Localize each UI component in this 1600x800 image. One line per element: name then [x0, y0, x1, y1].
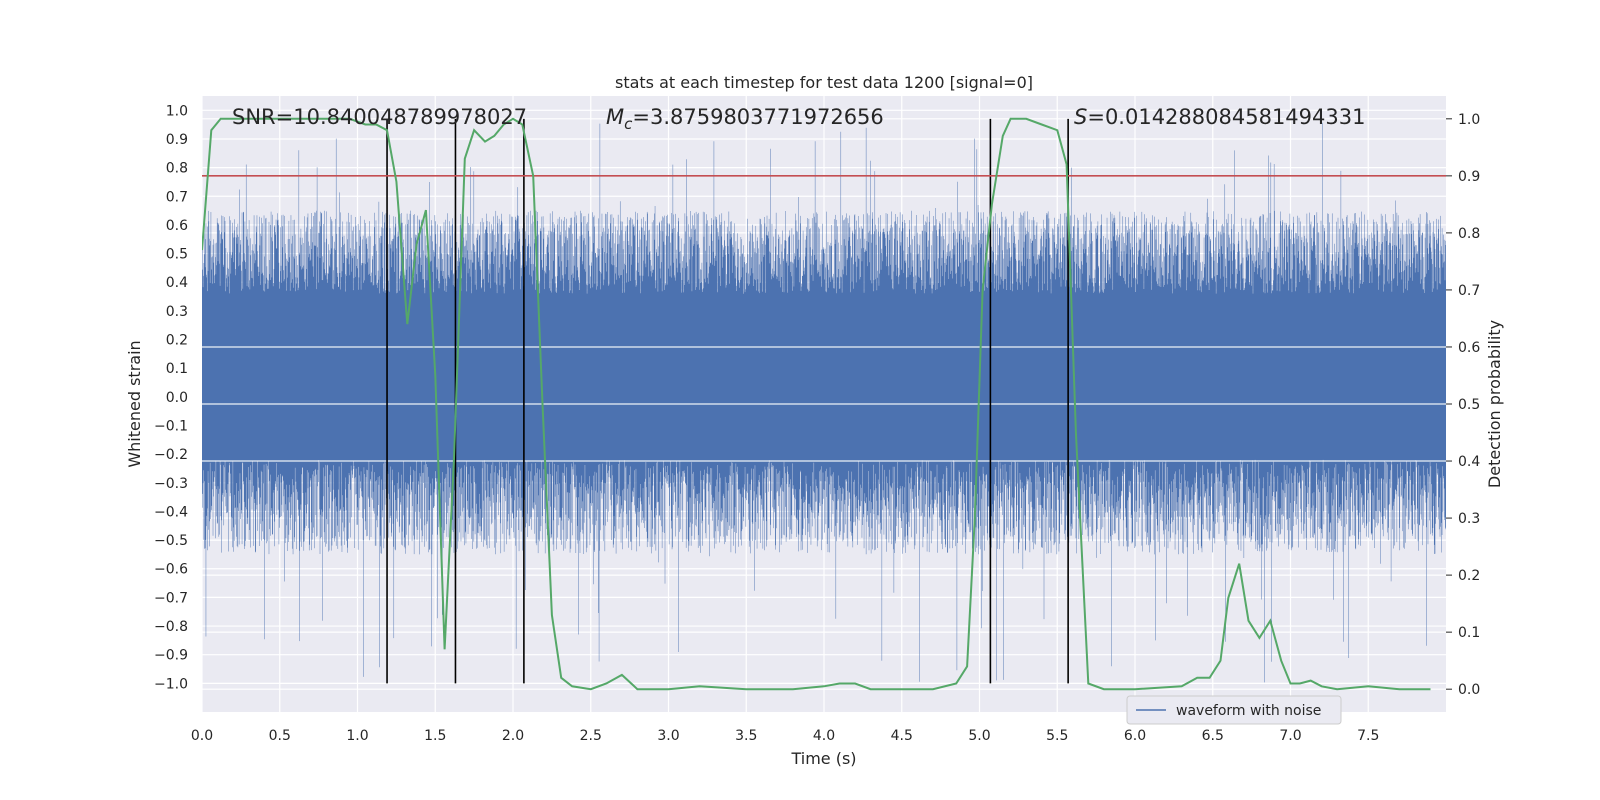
y-tick-label: 0.8	[166, 161, 188, 177]
y-tick-label: −0.7	[154, 590, 188, 606]
y-tick-label: 0.0	[166, 390, 188, 406]
y-tick-label: −0.5	[154, 533, 188, 549]
x-tick-label: 1.5	[424, 728, 446, 744]
y-tick-label: 0.3	[166, 304, 188, 320]
snr-annotation: SNR=10.840048789978027	[232, 105, 527, 129]
x-tick-label: 5.5	[1046, 728, 1068, 744]
chirp-mass-subscript: c	[624, 115, 633, 133]
y-tick-label: 1.0	[166, 103, 188, 119]
y2-tick-label: 0.6	[1458, 340, 1480, 356]
y-tick-label: −0.3	[154, 476, 188, 492]
y-tick-label: −0.6	[154, 562, 188, 578]
waveform-line	[202, 122, 1446, 683]
x-tick-label: 6.0	[1124, 728, 1146, 744]
y-ticks: −1.0 −0.9 −0.8 −0.7 −0.6 −0.5 −0.4 −0.3 −0.2 −0.1…	[154, 103, 188, 692]
x-axis-label: Time (s)	[790, 749, 856, 768]
s-value: =0.014288084581494331	[1087, 105, 1365, 129]
y2-tick-label: 0.3	[1458, 511, 1480, 527]
x-tick-label: 3.5	[735, 728, 757, 744]
y-tick-label: −0.1	[154, 418, 188, 434]
y2-tick-label: 0.1	[1458, 625, 1480, 641]
chirp-mass-value: =3.8759803771972656	[632, 105, 883, 129]
s-annotation: S=0.014288084581494331	[1074, 105, 1365, 129]
y2-tick-label: 0.4	[1458, 454, 1480, 470]
y-tick-label: −0.4	[154, 504, 188, 520]
y-tick-label: 0.6	[166, 218, 188, 234]
x-tick-label: 7.5	[1357, 728, 1379, 744]
y-tick-label: −0.2	[154, 447, 188, 463]
x-tick-label: 1.0	[346, 728, 368, 744]
legend-box	[1126, 695, 1342, 725]
y-tick-label: 0.1	[166, 361, 188, 377]
x-tick-label: 0.5	[269, 728, 291, 744]
y2-tick-label: 0.0	[1458, 682, 1480, 698]
x-tick-label: 5.0	[968, 728, 990, 744]
chirp-mass-annotation: Mc=3.8759803771972656	[606, 105, 884, 133]
y2-tick-label: 0.8	[1458, 226, 1480, 242]
y2-tick-label: 1.0	[1458, 112, 1480, 128]
y2-axis-label: Detection probability	[1485, 320, 1504, 488]
y2-tick-label: 0.2	[1458, 568, 1480, 584]
y2-tick-label: 0.7	[1458, 283, 1480, 299]
x-tick-label: 0.0	[191, 728, 213, 744]
waveform-series	[202, 122, 1446, 683]
x-tick-label: 4.0	[813, 728, 835, 744]
x-tick-label: 3.0	[657, 728, 679, 744]
y-axis-label: Whitened strain	[125, 340, 144, 467]
y-tick-label: 0.4	[166, 275, 188, 291]
chirp-mass-symbol: M	[606, 105, 624, 129]
y-tick-label: 0.5	[166, 247, 188, 263]
grid-overlay	[202, 346, 1446, 462]
x-tick-label: 6.5	[1202, 728, 1224, 744]
y-tick-label: −0.8	[154, 619, 188, 635]
legend: waveform with noise	[1126, 695, 1342, 725]
x-tick-label: 2.5	[580, 728, 602, 744]
s-symbol: S	[1074, 105, 1087, 129]
x-tick-label: 4.5	[891, 728, 913, 744]
y2-ticks: 0.0 0.1 0.2 0.3 0.4 0.5 0.6 0.7 0.8 0.9 1.0	[1446, 112, 1480, 698]
y-tick-label: 0.2	[166, 333, 188, 349]
chart-title: stats at each timestep for test data 120…	[615, 73, 1033, 92]
x-tick-label: 2.0	[502, 728, 524, 744]
probability-line	[202, 117, 1431, 691]
y2-tick-label: 0.5	[1458, 397, 1480, 413]
y-tick-label: 0.9	[166, 132, 188, 148]
y-tick-label: 0.7	[166, 189, 188, 205]
y-tick-label: −0.9	[154, 648, 188, 664]
x-ticks: 0.0 0.5 1.0 1.5 2.0 2.5 3.0 3.5 4.0 4.5 5.0 5.5 6.0 6…	[191, 728, 1380, 744]
legend-label-waveform: waveform with noise	[1176, 703, 1321, 719]
x-tick-label: 7.0	[1279, 728, 1301, 744]
y-tick-label: −1.0	[154, 676, 188, 692]
y2-tick-label: 0.9	[1458, 169, 1480, 185]
probability-series	[202, 117, 1431, 691]
